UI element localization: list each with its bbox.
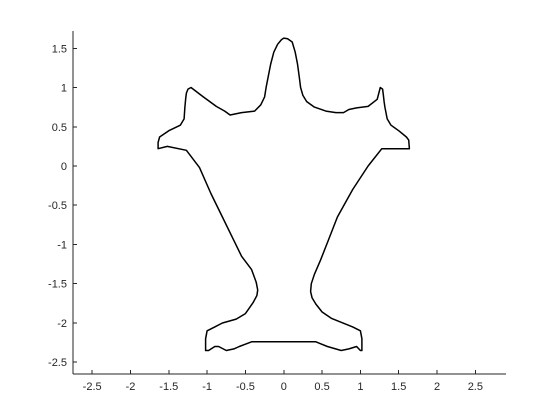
plot-background	[73, 31, 506, 374]
y-tick-label: 1	[61, 83, 67, 95]
x-ticks: -2.5 -2 -1.5 -1 -0.5 0 0.5 1 1.5 2 2.5	[83, 370, 483, 393]
y-tick-label: -1	[57, 239, 67, 251]
x-tick-label: 0.5	[314, 381, 329, 393]
x-tick-label: -0.5	[236, 381, 255, 393]
x-tick-label: -1	[202, 381, 212, 393]
y-tick-label: 1.5	[52, 43, 67, 55]
x-tick-label: -1.5	[159, 381, 178, 393]
x-tick-label: 2.5	[468, 381, 483, 393]
y-tick-label: -2.5	[48, 357, 67, 369]
x-tick-label: 1	[357, 381, 363, 393]
y-tick-label: -0.5	[48, 200, 67, 212]
x-tick-label: 0	[281, 381, 287, 393]
y-ticks: 1.5 1 0.5 0 -0.5 -1 -1.5 -2 -2.5	[48, 43, 77, 369]
x-tick-label: -2	[126, 381, 136, 393]
x-tick-label: -2.5	[83, 381, 102, 393]
x-tick-label: 2	[434, 381, 440, 393]
y-tick-label: 0.5	[52, 122, 67, 134]
data-outline	[157, 37, 411, 352]
y-tick-label: -2	[57, 318, 67, 330]
y-tick-label: 0	[61, 161, 67, 173]
x-tick-label: 1.5	[391, 381, 406, 393]
y-tick-label: -1.5	[48, 279, 67, 291]
